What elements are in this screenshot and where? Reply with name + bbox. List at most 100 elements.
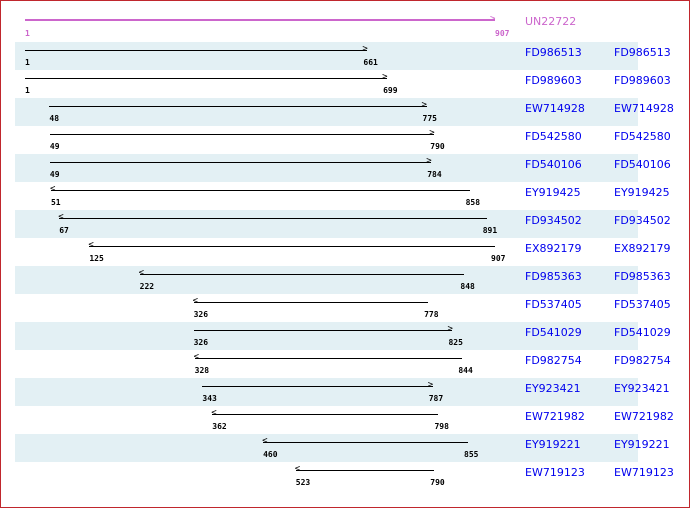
end-position: 775 — [422, 114, 437, 123]
alignment-arrow — [212, 414, 439, 415]
alignment-row: >326 825 FD541029 FD541029 — [15, 322, 671, 350]
alignment-arrow — [139, 274, 465, 275]
reference-end: 907 — [495, 29, 510, 38]
end-position: 778 — [424, 310, 439, 319]
sequence-link[interactable]: FD985363 — [525, 270, 582, 283]
sequence-link[interactable]: FD540106 — [525, 158, 582, 171]
sequence-link[interactable]: FD934502 — [525, 214, 582, 227]
end-position: 790 — [430, 142, 445, 151]
sequence-link-secondary[interactable]: FD986513 — [614, 46, 671, 59]
alignment-row: >1 699 FD989603 FD989603 — [15, 70, 671, 98]
alignment-row: <328 844 FD982754 FD982754 — [15, 350, 671, 378]
alignment-row: <460 855 EY919221 EY919221 — [15, 434, 670, 462]
alignment-row: >343 787 EY923421 EY923421 — [15, 378, 670, 406]
sequence-link-secondary[interactable]: FD989603 — [614, 74, 671, 87]
arrow-left-icon: < — [262, 436, 268, 446]
start-position: 326 — [193, 310, 209, 319]
end-position: 855 — [464, 450, 479, 459]
start-position: 125 — [89, 254, 104, 263]
end-position: 787 — [428, 394, 444, 403]
arrow-left-icon: < — [192, 296, 199, 306]
sequence-link-secondary[interactable]: EW714928 — [614, 102, 674, 115]
sequence-link-secondary[interactable]: FD540106 — [614, 158, 671, 171]
sequence-link-secondary[interactable]: EY919425 — [614, 186, 670, 199]
arrow-right-icon: > — [447, 324, 453, 334]
reference-arrow — [25, 19, 495, 21]
alignment-arrow — [193, 330, 453, 331]
reference-track: > 1 907 UN22722 — [0, 0, 690, 42]
start-position: 343 — [202, 394, 217, 403]
alignment-row: <222 848 FD985363 FD985363 — [15, 266, 671, 294]
start-position: 1 — [25, 86, 30, 95]
start-position: 523 — [295, 478, 311, 487]
start-position: 362 — [212, 422, 227, 431]
start-position: 328 — [194, 366, 210, 375]
arrow-left-icon: < — [294, 464, 301, 474]
sequence-link-secondary[interactable]: FD982754 — [614, 354, 671, 367]
start-position: 460 — [263, 450, 278, 459]
alignment-arrow — [295, 470, 435, 471]
sequence-link[interactable]: FD982754 — [525, 354, 582, 367]
alignment-row: <67 891 FD934502 FD934502 — [15, 210, 671, 238]
sequence-link-secondary[interactable]: EW719123 — [614, 466, 674, 479]
sequence-link-secondary[interactable]: FD934502 — [614, 214, 671, 227]
sequence-link[interactable]: FD986513 — [525, 46, 582, 59]
sequence-link-secondary[interactable]: FD537405 — [614, 298, 671, 311]
alignment-row: <362 798 EW721982 EW721982 — [15, 406, 674, 434]
end-position: 790 — [430, 478, 445, 487]
end-position: 907 — [491, 254, 506, 263]
sequence-link[interactable]: FD989603 — [525, 74, 582, 87]
sequence-link[interactable]: EW719123 — [525, 466, 585, 479]
alignment-row: <51 858 EY919425 EY919425 — [15, 182, 670, 210]
end-position: 798 — [434, 422, 449, 431]
alignment-row: >49 784 FD540106 FD540106 — [15, 154, 671, 182]
sequence-link-secondary[interactable]: EW721982 — [614, 410, 674, 423]
sequence-link[interactable]: EY919425 — [525, 186, 581, 199]
sequence-link[interactable]: FD537405 — [525, 298, 582, 311]
arrow-left-icon: < — [138, 268, 145, 278]
alignment-arrow — [263, 442, 469, 443]
alignment-row: <326 778 FD537405 FD537405 — [15, 294, 671, 322]
alignment-arrow — [49, 134, 435, 135]
sequence-link-secondary[interactable]: EY919221 — [614, 438, 670, 451]
sequence-link[interactable]: EY923421 — [525, 382, 581, 395]
alignment-arrow — [25, 78, 388, 79]
sequence-link[interactable]: FD542580 — [525, 130, 582, 143]
arrow-right-icon: > — [427, 380, 434, 390]
alignment-arrow — [193, 302, 429, 303]
arrow-left-icon: < — [58, 212, 64, 222]
reference-start: 1 — [25, 29, 30, 38]
end-position: 784 — [427, 170, 442, 179]
arrow-left-icon: < — [88, 240, 94, 250]
sequence-link-secondary[interactable]: FD985363 — [614, 270, 671, 283]
sequence-link[interactable]: EX892179 — [525, 242, 582, 255]
alignment-arrow — [50, 190, 470, 191]
arrow-right-icon: > — [382, 72, 388, 82]
start-position: 326 — [193, 338, 209, 347]
sequence-link-secondary[interactable]: FD541029 — [614, 326, 671, 339]
alignment-row: <523 790 EW719123 EW719123 — [15, 462, 674, 490]
alignment-arrow — [194, 358, 463, 359]
sequence-link[interactable]: EW714928 — [525, 102, 585, 115]
end-position: 661 — [363, 58, 378, 67]
alignment-arrow — [25, 50, 368, 51]
sequence-link[interactable]: FD541029 — [525, 326, 582, 339]
sequence-link-secondary[interactable]: EY923421 — [614, 382, 670, 395]
reference-label[interactable]: UN22722 — [525, 15, 577, 28]
arrow-left-icon: < — [211, 408, 217, 418]
arrow-left-icon: < — [193, 352, 200, 362]
end-position: 825 — [448, 338, 463, 347]
sequence-link-secondary[interactable]: EX892179 — [614, 242, 671, 255]
end-position: 891 — [482, 226, 498, 235]
start-position: 48 — [49, 114, 60, 123]
end-position: 699 — [383, 86, 398, 95]
start-position: 222 — [139, 282, 155, 291]
arrow-right-icon: > — [426, 156, 432, 166]
end-position: 844 — [458, 366, 473, 375]
sequence-link-secondary[interactable]: FD542580 — [614, 130, 671, 143]
reference-arrowhead: > — [490, 14, 496, 24]
alignment-row: >48 775 EW714928 EW714928 — [15, 98, 674, 126]
arrow-left-icon: < — [49, 184, 56, 194]
sequence-link[interactable]: EW721982 — [525, 410, 585, 423]
sequence-link[interactable]: EY919221 — [525, 438, 581, 451]
